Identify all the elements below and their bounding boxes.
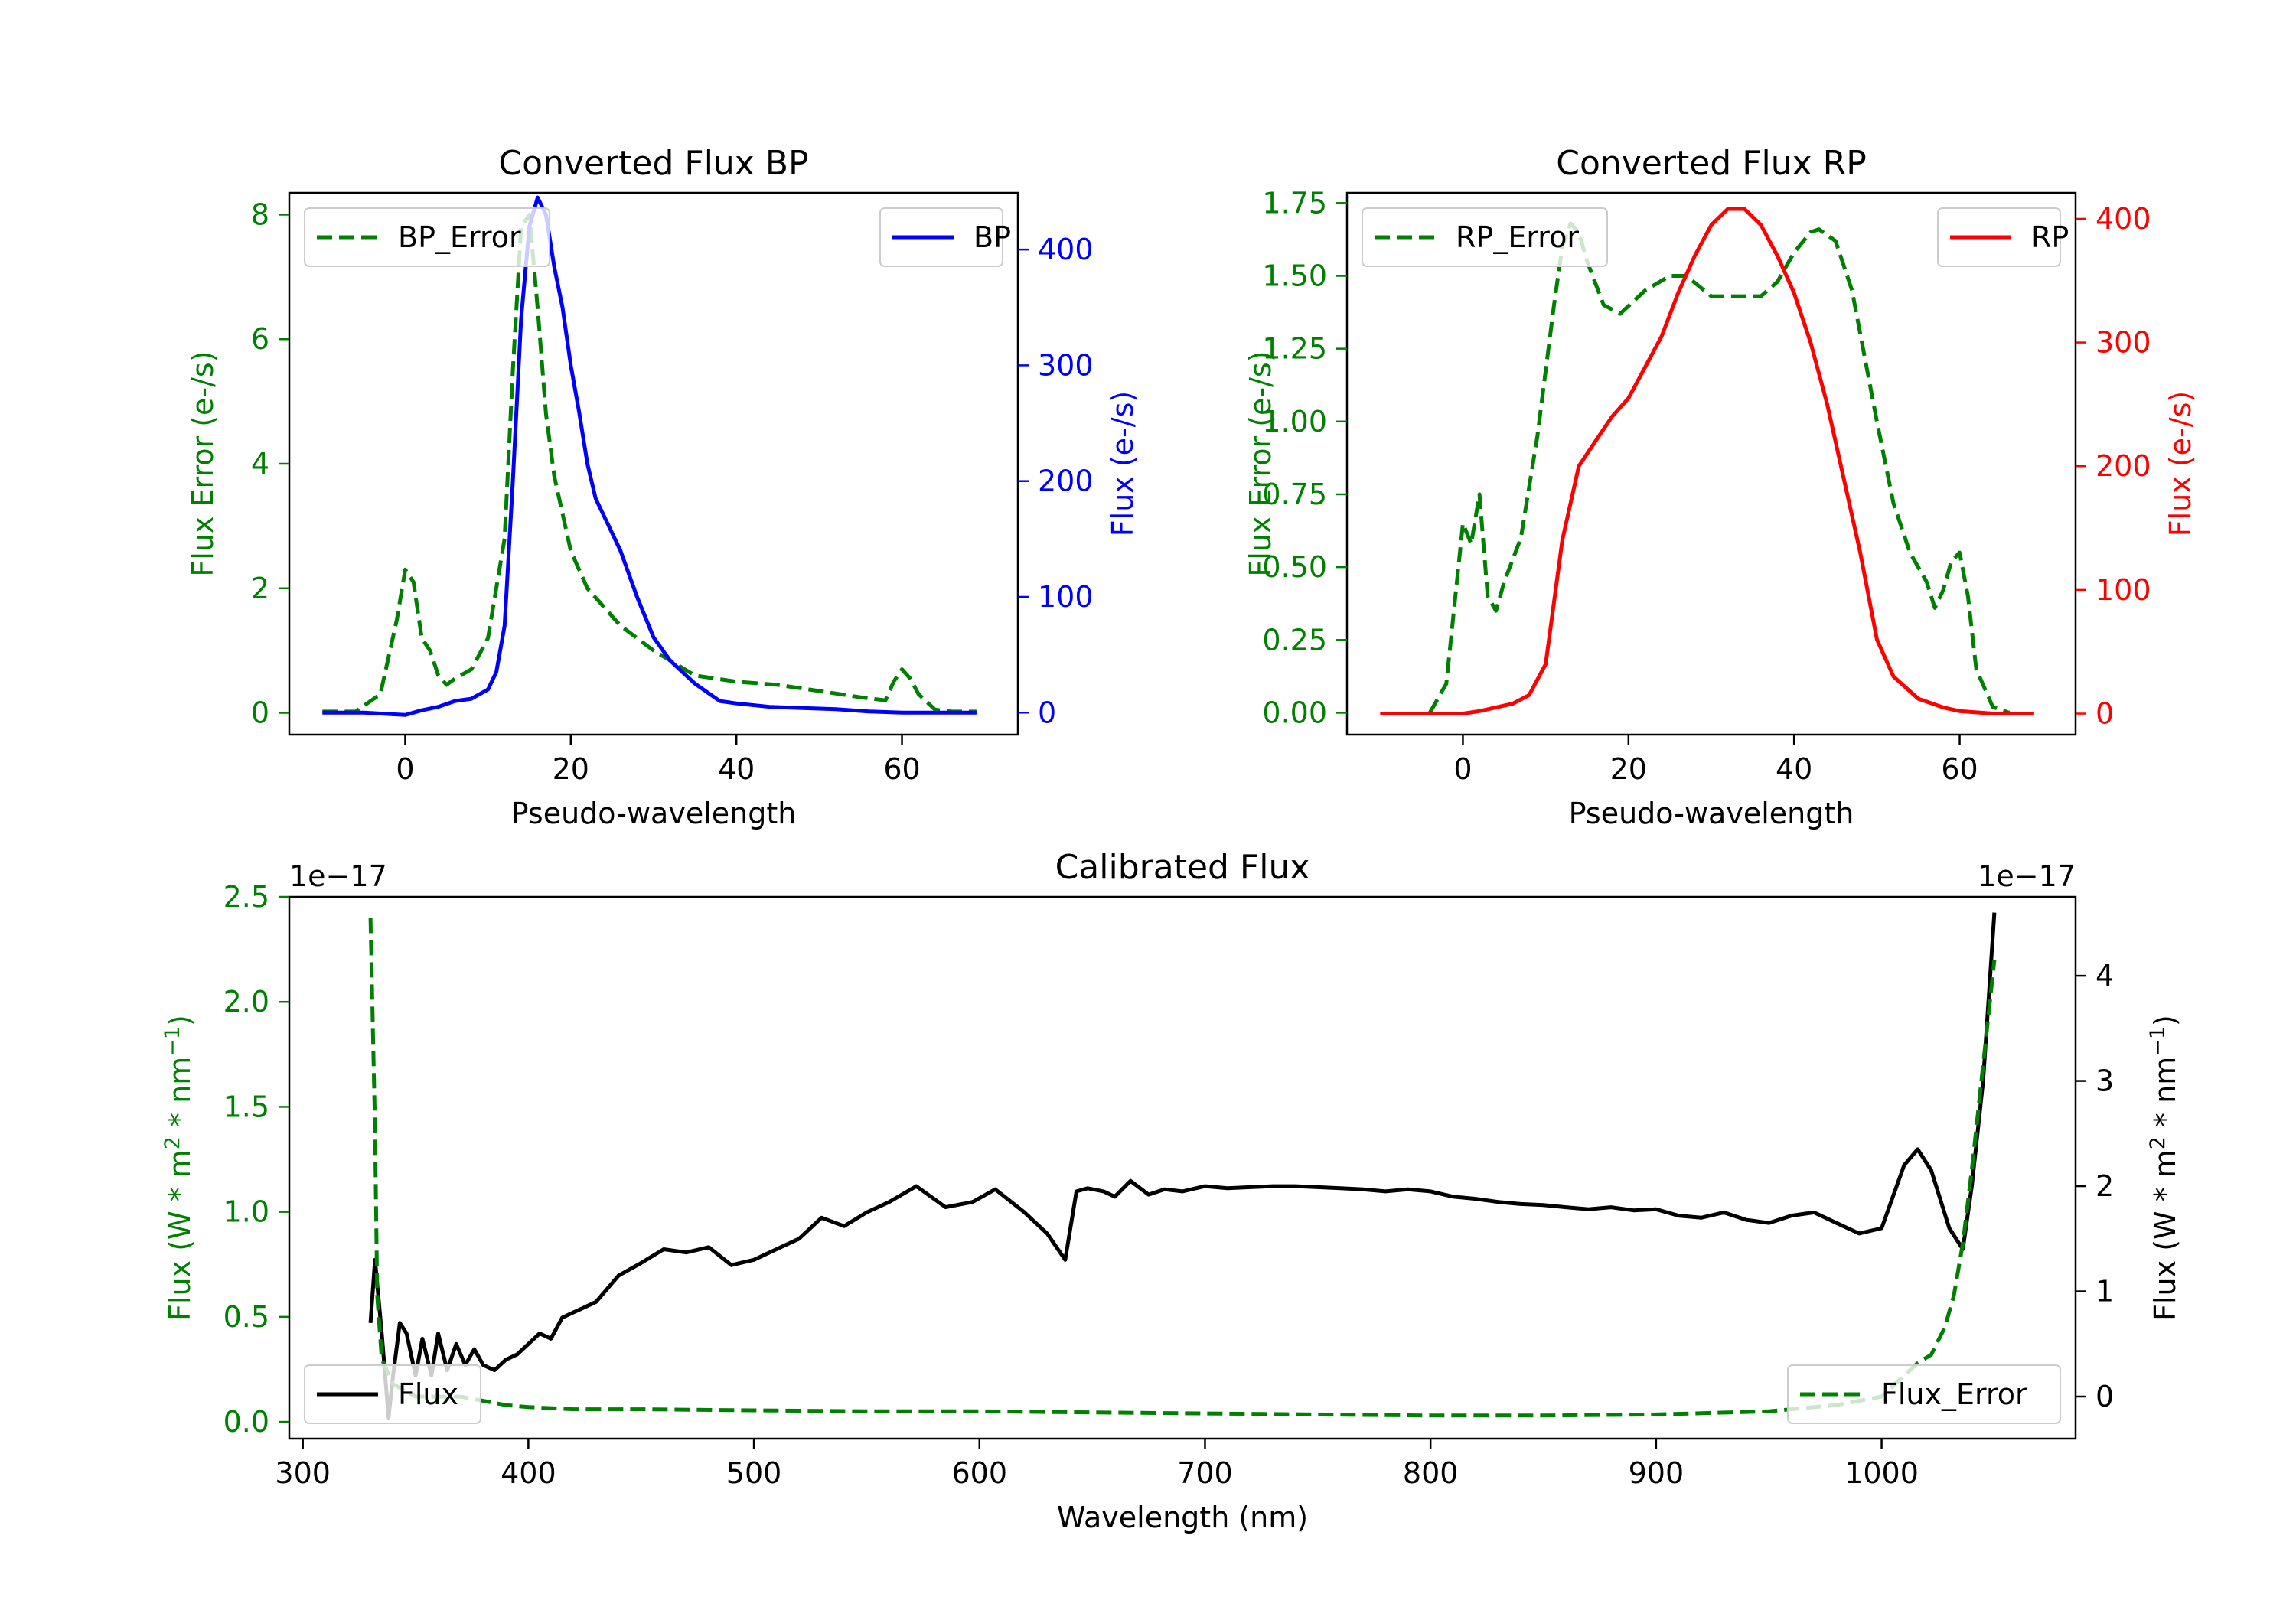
- y-right-tick-label: 200: [2095, 449, 2151, 483]
- plot-frame: [288, 191, 1019, 736]
- y-left-tick-label: 0.00: [1262, 696, 1327, 729]
- x-tick-label: 600: [952, 1456, 1008, 1490]
- series-line-rp-error: [1428, 221, 2011, 715]
- y-left-tick-label: 0.5: [223, 1300, 269, 1334]
- y-right-tick-label: 300: [2095, 326, 2151, 360]
- y-right-axis-label: Flux (e-/s): [2164, 391, 2197, 536]
- x-axis-label: Pseudo-wavelength: [511, 797, 797, 830]
- y-right-tick-label: 100: [2095, 573, 2151, 607]
- legend-error-box: [304, 207, 550, 267]
- y-left-tick-label: 0: [251, 696, 269, 730]
- legend-flux-label: RP: [2031, 220, 2069, 254]
- x-tick-label: 300: [275, 1456, 331, 1490]
- x-tick-label: 800: [1403, 1456, 1459, 1490]
- x-tick-label: 40: [718, 752, 755, 786]
- series-line-flux: [368, 912, 1997, 1420]
- y-left-axis-label: Flux Error (e-/s): [186, 350, 220, 576]
- x-tick-label: 0: [396, 752, 414, 786]
- y-right-tick-label: 3: [2095, 1064, 2114, 1098]
- chart-bp: 0 20 40 60 0 2 4 6 8 0 100 200 300 400 Converted Flux …: [186, 144, 1140, 830]
- x-tick-label: 900: [1629, 1456, 1684, 1490]
- chart-title: Converted Flux RP: [1556, 144, 1867, 183]
- plot-frame: [1345, 191, 2077, 736]
- y-left-offset-label: 1e−17: [289, 859, 387, 893]
- y-right-tick-label: 400: [2095, 202, 2151, 236]
- y-left-tick-label: 0.0: [223, 1405, 269, 1439]
- y-right-tick-label: 0: [2095, 1380, 2114, 1413]
- y-left-tick-label: 0.25: [1262, 623, 1327, 657]
- y-left-tick-label: 2.0: [223, 985, 269, 1019]
- legend-flux-box: [304, 1364, 481, 1424]
- y-right-tick-label: 200: [1038, 464, 1094, 498]
- x-tick-label: 60: [1941, 752, 1978, 786]
- y-right-tick-label: 100: [1038, 580, 1094, 614]
- y-left-tick-label: 2: [251, 572, 269, 605]
- series-line-flux-error: [368, 918, 1997, 1418]
- series-line-bp-error: [322, 213, 977, 714]
- y-right-tick-label: 300: [1038, 348, 1094, 382]
- legend-error-label: RP_Error: [1456, 220, 1579, 254]
- y-left-tick-label: 1.25: [1262, 332, 1327, 366]
- y-right-tick-label: 2: [2095, 1169, 2114, 1203]
- x-tick-label: 20: [1610, 752, 1647, 786]
- y-left-tick-label: 8: [251, 197, 269, 231]
- y-right-tick-label: 0: [1038, 696, 1056, 729]
- y-left-tick-label: 4: [251, 447, 269, 481]
- y-left-tick-label: 1.00: [1262, 405, 1327, 438]
- x-axis-label: Pseudo-wavelength: [1569, 797, 1854, 830]
- x-tick-label: 700: [1177, 1456, 1233, 1490]
- y-right-axis-label: Flux (e-/s): [1106, 391, 1140, 536]
- y-right-axis-label: Flux (W * m2 * nm−1): [2146, 1015, 2182, 1321]
- plot-frame: [288, 895, 2077, 1440]
- x-tick-label: 60: [883, 752, 920, 786]
- y-left-tick-label: 0.50: [1262, 550, 1327, 584]
- legend-flux-label: BP: [974, 220, 1011, 254]
- y-left-axis-label: Flux (W * m2 * nm−1): [161, 1015, 197, 1321]
- y-right-tick-label: 0: [2095, 697, 2114, 731]
- x-tick-label: 400: [501, 1456, 556, 1490]
- y-left-tick-label: 2.5: [223, 880, 269, 914]
- x-tick-label: 0: [1453, 752, 1472, 786]
- chart-rp: 0 20 40 60 0.00 0.25 0.50 0.75 1.00 1.25 1.50 1.75 0…: [1244, 144, 2197, 830]
- legend-error-label: Flux_Error: [1881, 1377, 2027, 1411]
- chart-calibrated: 300 400 500 600 700 800 900 1000 0.0 0.5 1.0 1.5 2.0…: [161, 848, 2182, 1534]
- x-tick-label: 1000: [1844, 1456, 1919, 1490]
- y-left-tick-label: 1.5: [223, 1090, 269, 1123]
- y-left-tick-label: 1.0: [223, 1195, 269, 1229]
- y-right-tick-label: 1: [2095, 1275, 2114, 1309]
- y-right-offset-label: 1e−17: [1978, 859, 2076, 893]
- y-left-tick-label: 1.50: [1262, 259, 1327, 292]
- series-line-rp: [1380, 207, 2034, 715]
- y-right-tick-label: 400: [1038, 233, 1094, 266]
- x-tick-label: 20: [553, 752, 589, 786]
- legend-flux-label: Flux: [398, 1377, 458, 1411]
- y-left-tick-label: 1.75: [1262, 186, 1327, 220]
- legend-error-box: [1362, 207, 1608, 267]
- y-left-tick-label: 6: [251, 322, 269, 356]
- legend-error-label: BP_Error: [398, 220, 521, 254]
- chart-title: Converted Flux BP: [498, 144, 808, 183]
- chart-title: Calibrated Flux: [1055, 848, 1310, 887]
- y-left-tick-label: 0.75: [1262, 478, 1327, 511]
- series-line-bp: [322, 195, 977, 717]
- y-left-axis-label: Flux Error (e-/s): [1244, 350, 1277, 576]
- legend-error-box: [1787, 1364, 2061, 1424]
- x-tick-label: 40: [1776, 752, 1812, 786]
- x-tick-label: 500: [726, 1456, 782, 1490]
- x-axis-label: Wavelength (nm): [1057, 1501, 1308, 1534]
- y-right-tick-label: 4: [2095, 959, 2114, 993]
